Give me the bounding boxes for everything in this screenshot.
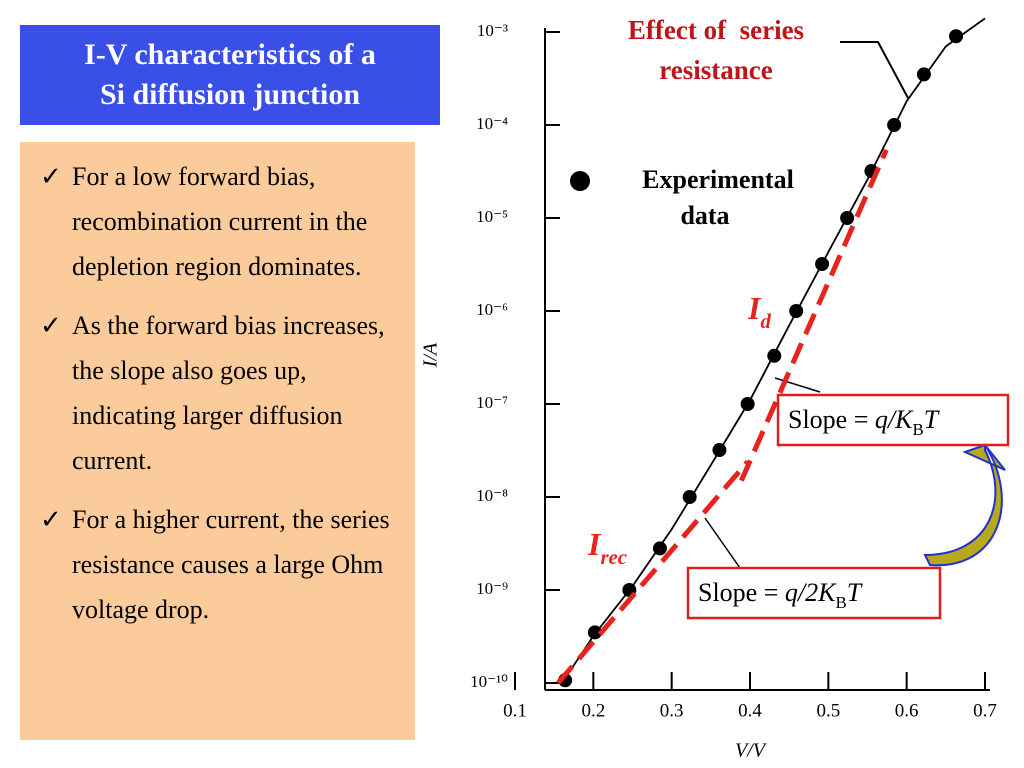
arrow [774, 377, 821, 393]
y-tick-label: 10⁻⁴ [476, 114, 508, 133]
text-part: Slope = [698, 578, 785, 607]
slope-label: Slope = q/2KBT [698, 578, 863, 612]
text-part: rec [600, 546, 627, 569]
x-tick-label: 0.4 [738, 700, 762, 721]
slide-title: I-V characteristics of a Si diffusion ju… [20, 25, 440, 125]
bullet-text: As the forward bias increases, the slope… [72, 311, 385, 475]
title-line: I-V characteristics of a [84, 38, 376, 71]
bullet: ✓ As the forward bias increases, the slop… [40, 303, 405, 483]
annotation: resistance [659, 55, 772, 85]
legend-word: Experimental [642, 165, 794, 194]
legend-marker [570, 171, 590, 191]
x-tick-label: 0.2 [581, 700, 605, 721]
bullet: ✓ For a higher current, the series resist… [40, 497, 405, 632]
legend-label: Experimental data [642, 165, 794, 230]
title-line: Si diffusion junction [99, 78, 361, 111]
curved-arrow [923, 441, 1006, 567]
bullet-box: ✓ For a low forward bias, recombination c… [20, 142, 415, 740]
slope-box [776, 393, 1010, 447]
y-axis-label: I/A [420, 342, 442, 368]
series-label: Id [747, 290, 771, 333]
annotation: Effect of series [628, 15, 804, 45]
bullet: ✓ For a low forward bias, recombination c… [40, 154, 405, 289]
y-tick-label: 10⁻⁹ [476, 579, 508, 598]
slope-label: Slope = q/KBT [788, 405, 940, 439]
text-part: B [912, 420, 923, 439]
series-label: Irec [587, 526, 627, 569]
x-tick-label: 0.1 [503, 700, 527, 721]
data-point [949, 29, 964, 44]
text-part: T [924, 405, 940, 434]
model-line [556, 460, 750, 685]
y-tick-label: 10⁻⁸ [476, 486, 508, 505]
fit-curve [561, 17, 986, 684]
data-point [767, 348, 782, 363]
slope-box [686, 566, 942, 620]
y-tick-label: 10⁻¹⁰ [470, 672, 508, 691]
y-tick-label: 10⁻⁶ [476, 300, 508, 319]
y-tick-label: 10⁻⁵ [476, 207, 508, 226]
text-part: Slope = [788, 405, 875, 434]
legend-word: data [680, 201, 729, 230]
text-part: d [760, 310, 771, 333]
model-line [739, 148, 889, 482]
arrow [840, 41, 909, 99]
y-tick-label: 10⁻³ [477, 21, 508, 40]
arrow [704, 517, 741, 569]
text-part: I [587, 526, 602, 562]
x-tick-label: 0.5 [816, 700, 840, 721]
text-part: q/2K [785, 578, 837, 607]
text-part: q/K [875, 405, 914, 434]
x-tick-label: 0.3 [660, 700, 684, 721]
x-tick-label: 0.6 [895, 700, 919, 721]
text-part: B [835, 593, 846, 612]
text-part: T [847, 578, 863, 607]
bullet-text: For a higher current, the series resista… [72, 505, 390, 624]
x-axis-label: V/V [735, 740, 768, 762]
y-tick-label: 10⁻⁷ [476, 393, 508, 412]
x-tick-label: 0.7 [973, 700, 997, 721]
bullet-text: For a low forward bias, recombination cu… [72, 162, 368, 281]
text-part: I [747, 290, 762, 326]
